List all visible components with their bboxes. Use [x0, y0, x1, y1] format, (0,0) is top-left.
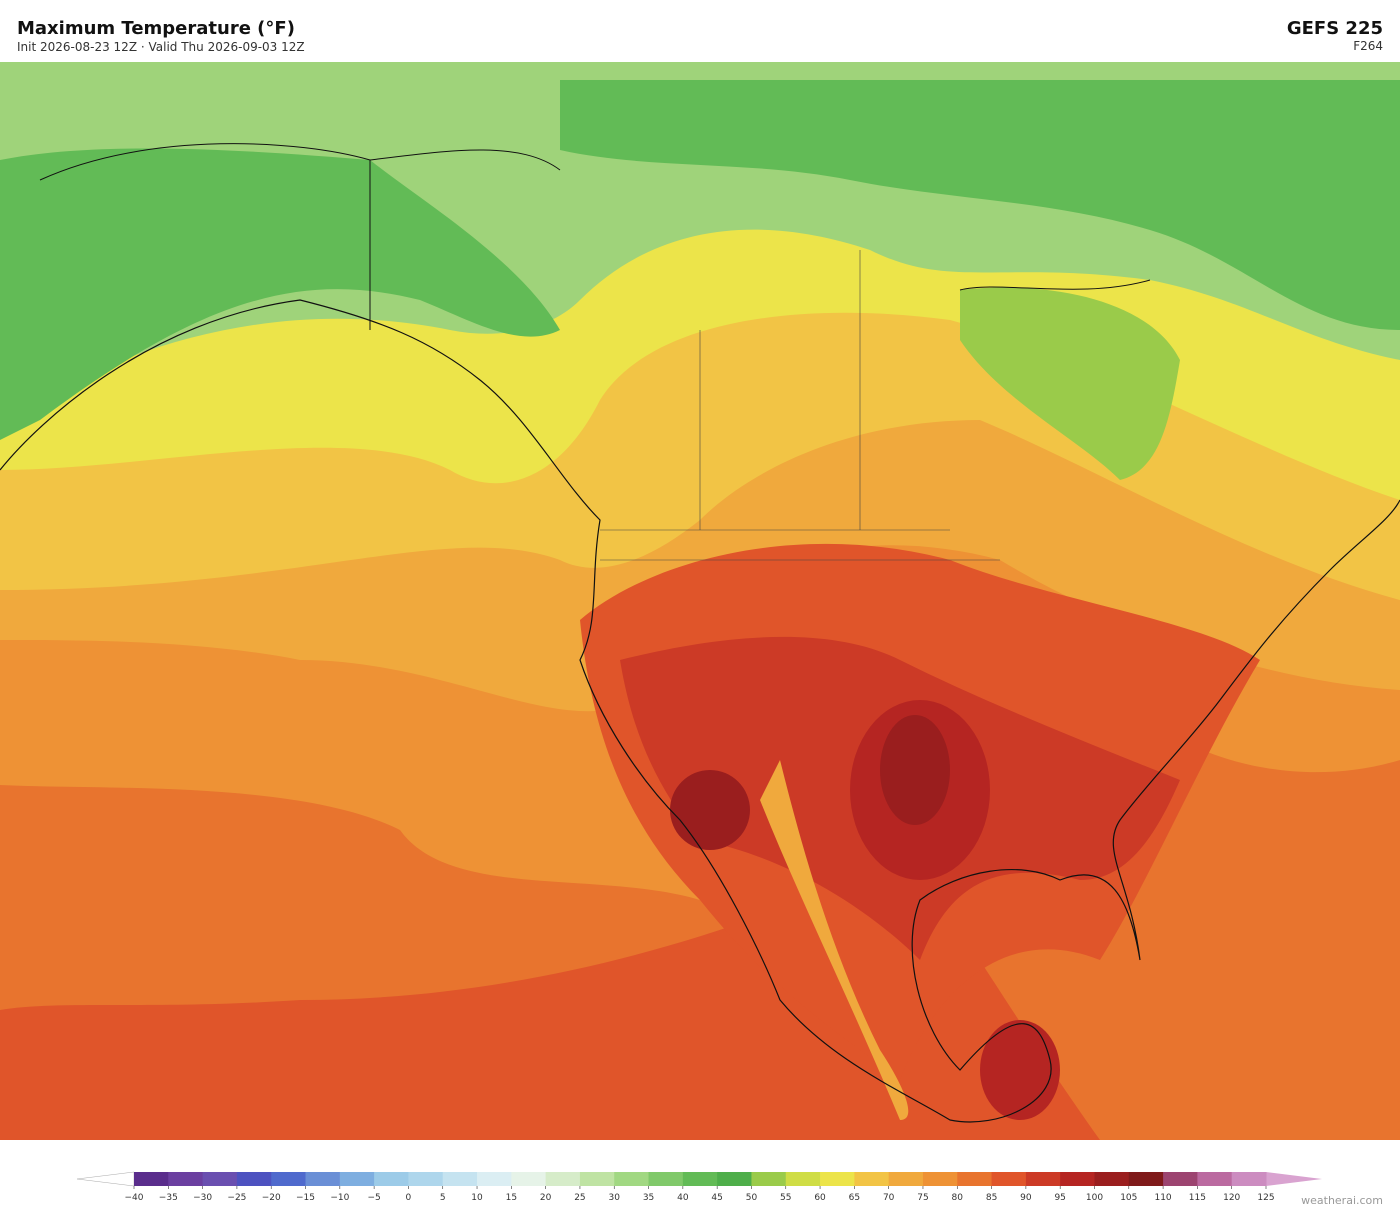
- colorbar-swatch: [614, 1172, 650, 1186]
- colorbar-swatch: [820, 1172, 855, 1186]
- colorbar-swatch: [271, 1172, 307, 1186]
- colorbar-over: [1266, 1172, 1322, 1186]
- colorbar-swatch: [1163, 1172, 1198, 1186]
- colorbar-tick-label: −40: [125, 1193, 144, 1203]
- colorbar-swatch: [888, 1172, 924, 1186]
- colorbar-swatch: [168, 1172, 204, 1186]
- colorbar-tick-label: 45: [711, 1193, 722, 1203]
- colorbar-tick-label: 25: [574, 1193, 585, 1203]
- colorbar-swatch: [511, 1172, 547, 1186]
- colorbar-swatch: [751, 1172, 787, 1186]
- title: Maximum Temperature (°F): [17, 18, 295, 39]
- colorbar-tick-label: 30: [609, 1193, 621, 1203]
- colorbar-tick-label: 80: [952, 1193, 964, 1203]
- colorbar-swatch: [1025, 1172, 1061, 1186]
- colorbar-tick-label: 15: [506, 1193, 517, 1203]
- colorbar-tick-label: 5: [440, 1193, 446, 1203]
- colorbar-swatch: [785, 1172, 821, 1186]
- colorbar-swatch: [957, 1172, 993, 1186]
- colorbar-tick-label: 125: [1257, 1193, 1274, 1203]
- colorbar-swatch: [579, 1172, 615, 1186]
- colorbar-swatch: [1128, 1172, 1164, 1186]
- colorbar-tick-label: 100: [1086, 1193, 1103, 1203]
- colorbar-tick-label: 95: [1054, 1193, 1065, 1203]
- colorbar-swatch: [236, 1172, 272, 1186]
- colorbar-tick-label: −35: [159, 1193, 178, 1203]
- colorbar-tick-label: 10: [471, 1193, 483, 1203]
- colorbar-swatch: [374, 1172, 409, 1186]
- colorbar-tick-label: 85: [986, 1193, 997, 1203]
- colorbar-tick-label: 90: [1020, 1193, 1032, 1203]
- colorbar-swatch: [477, 1172, 512, 1186]
- colorbar-tick-label: 65: [849, 1193, 860, 1203]
- colorbar-swatch: [1060, 1172, 1095, 1186]
- colorbar-tick-label: 0: [406, 1193, 412, 1203]
- colorbar-tick-label: 115: [1189, 1193, 1206, 1203]
- colorbar-swatch: [991, 1172, 1027, 1186]
- colorbar-tick-label: 20: [540, 1193, 552, 1203]
- colorbar-tick-label: 105: [1120, 1193, 1137, 1203]
- colorbar-swatch: [134, 1172, 169, 1186]
- colorbar-swatch: [717, 1172, 752, 1186]
- colorbar-tick-label: −30: [193, 1193, 212, 1203]
- colorbar-swatch: [854, 1172, 890, 1186]
- colorbar-tick-label: 50: [746, 1193, 758, 1203]
- colorbar-tick-label: −15: [296, 1193, 315, 1203]
- colorbar-swatch: [442, 1172, 478, 1186]
- model: GEFS 225: [1287, 18, 1383, 39]
- colorbar-swatch: [648, 1172, 684, 1186]
- colorbar-swatch: [1094, 1172, 1130, 1186]
- credit: weatherai.com: [1301, 1194, 1383, 1207]
- colorbar-swatch: [922, 1172, 958, 1186]
- colorbar-tick-label: −10: [330, 1193, 349, 1203]
- colorbar-under: [76, 1171, 135, 1187]
- colorbar-tick-label: −5: [367, 1193, 380, 1203]
- colorbar-swatch: [305, 1172, 341, 1186]
- colorbar-swatch: [682, 1172, 718, 1186]
- colorbar-tick-label: 75: [917, 1193, 928, 1203]
- subtitle: Init 2026-08-23 12Z · Valid Thu 2026-09-…: [17, 40, 305, 54]
- colorbar-tick-label: 40: [677, 1193, 689, 1203]
- colorbar-swatch: [408, 1172, 444, 1186]
- colorbar-swatch: [1231, 1172, 1267, 1186]
- colorbar-tick-label: 55: [780, 1193, 791, 1203]
- colorbar-tick-label: 35: [643, 1193, 654, 1203]
- forecast-hour: F264: [1353, 39, 1383, 53]
- colorbar-swatch: [545, 1172, 581, 1186]
- colorbar-tick-label: 60: [814, 1193, 826, 1203]
- colorbar: −40 −35 −30 −25 −20 −15 −10 −5 0 5 10 15 20 25 30 35 40 4…: [76, 1171, 1322, 1203]
- colorbar-swatch: [202, 1172, 238, 1186]
- colorbar-tick-label: −20: [262, 1193, 281, 1203]
- colorbar-swatch: [1197, 1172, 1233, 1186]
- colorbar-tick-label: −25: [227, 1193, 246, 1203]
- map: [0, 62, 1400, 1140]
- colorbar-swatch: [339, 1172, 375, 1186]
- colorbar-tick-label: 70: [883, 1193, 895, 1203]
- colorbar-tick-label: 120: [1223, 1193, 1240, 1203]
- colorbar-tick-label: 110: [1154, 1193, 1171, 1203]
